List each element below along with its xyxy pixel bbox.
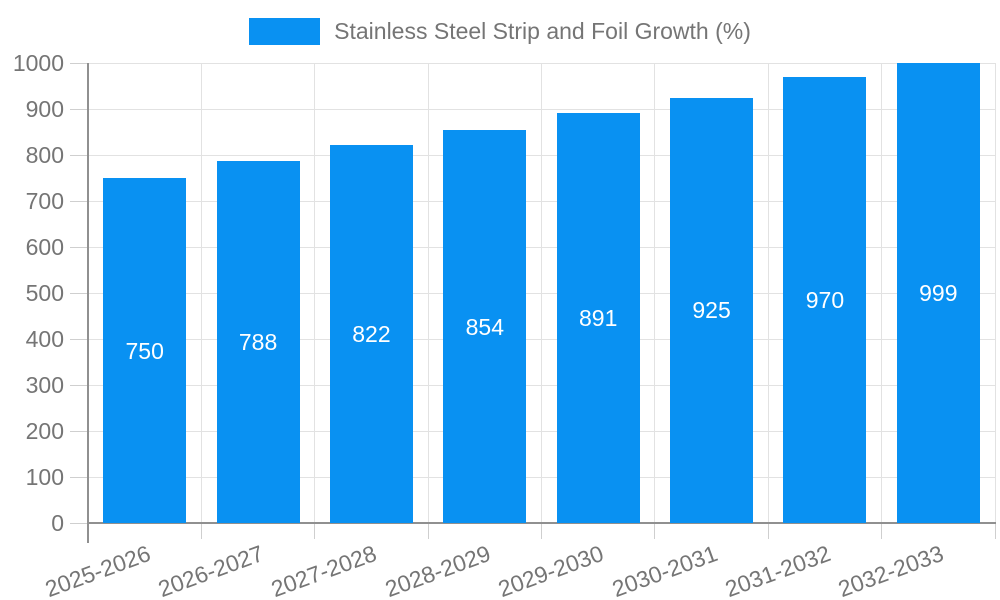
y-tick [70, 292, 88, 294]
gridline-v [314, 63, 316, 523]
y-tick [70, 246, 88, 248]
y-tick-label: 400 [25, 326, 64, 352]
gridline-v [767, 63, 769, 523]
gridline-v [541, 63, 542, 523]
bar-value-label: 891 [579, 305, 618, 332]
x-tick [314, 523, 316, 539]
y-tick-label: 500 [25, 280, 64, 306]
bar-value-label: 750 [125, 337, 164, 364]
legend-label: Stainless Steel Strip and Foil Growth (%… [334, 18, 751, 44]
bar-value-label: 854 [465, 313, 504, 340]
legend-swatch [249, 18, 321, 45]
gridline-v [994, 63, 996, 523]
bar-value-label: 822 [352, 320, 391, 347]
gridline-v [200, 63, 202, 523]
y-tick-label: 200 [25, 418, 64, 444]
x-tick [541, 523, 542, 539]
bar[interactable] [556, 113, 640, 523]
y-tick-label: 100 [25, 464, 64, 490]
y-tick-label: 300 [25, 372, 64, 398]
chart-legend[interactable]: Stainless Steel Strip and Foil Growth (%… [0, 18, 1000, 45]
y-tick [70, 338, 88, 340]
x-tick [767, 523, 769, 539]
x-tick [654, 523, 656, 539]
y-tick-label: 800 [25, 142, 64, 168]
x-axis-line [87, 522, 996, 524]
x-tick [427, 523, 429, 539]
bar[interactable] [329, 144, 413, 523]
gridline-v [654, 63, 656, 523]
bar[interactable] [443, 130, 527, 523]
y-tick-label: 0 [51, 510, 64, 536]
bar-value-label: 970 [805, 286, 845, 313]
x-tick [994, 523, 996, 539]
y-tick [70, 108, 88, 110]
y-tick [70, 476, 88, 478]
x-tick [200, 523, 202, 539]
y-tick [70, 200, 88, 202]
bar[interactable] [896, 63, 980, 523]
y-tick-label: 600 [25, 234, 64, 260]
y-tick [70, 154, 88, 156]
y-tick-label: 700 [25, 188, 64, 214]
y-tick [70, 384, 88, 386]
gridline-v [427, 63, 429, 523]
y-tick-label: 900 [25, 96, 64, 122]
x-tick [87, 523, 89, 543]
y-tick-label: 1000 [12, 50, 64, 76]
bar[interactable] [783, 76, 867, 523]
bar-value-label: 925 [692, 297, 731, 324]
y-axis-line [87, 63, 89, 525]
bar-value-label: 788 [238, 328, 278, 355]
bar-value-label: 999 [919, 280, 958, 307]
bar[interactable] [670, 97, 754, 523]
bar[interactable] [103, 178, 187, 523]
bar[interactable] [216, 160, 300, 523]
y-tick [70, 430, 88, 432]
y-tick [70, 62, 88, 64]
y-tick [70, 522, 88, 524]
x-tick [881, 523, 883, 539]
gridline-v [881, 63, 883, 523]
